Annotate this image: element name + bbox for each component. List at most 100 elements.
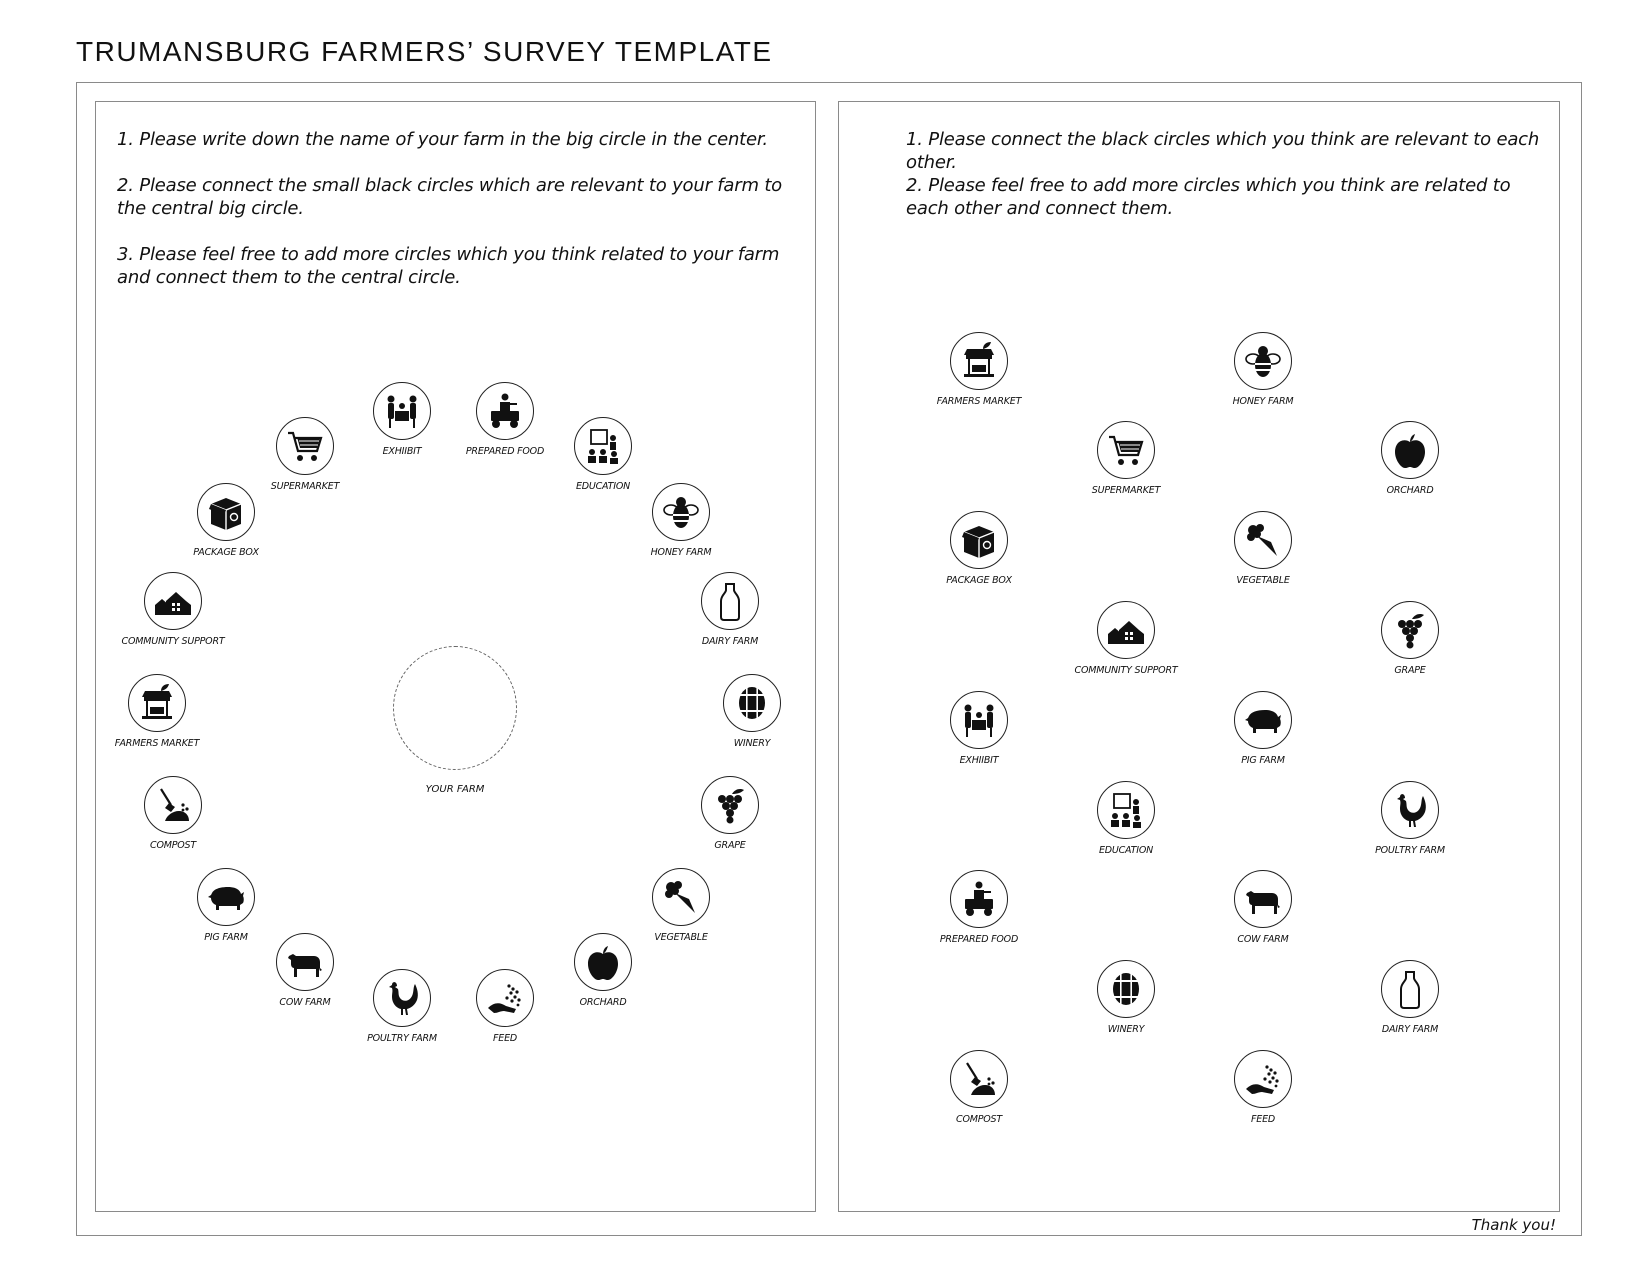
right-node-circle[interactable] xyxy=(1381,960,1439,1018)
cart-icon xyxy=(288,431,323,461)
right-node-circle[interactable] xyxy=(950,1050,1008,1108)
left-node[interactable]: COW FARM xyxy=(245,933,365,1008)
left-node[interactable]: PIG FARM xyxy=(166,868,286,943)
left-node-circle[interactable] xyxy=(373,382,431,440)
left-node[interactable]: GRAPE xyxy=(670,776,790,851)
left-node-label: SUPERMARKET xyxy=(270,481,340,492)
right-node[interactable]: POULTRY FARM xyxy=(1350,781,1470,856)
left-node-circle[interactable] xyxy=(476,969,534,1027)
left-node[interactable]: WINERY xyxy=(692,674,812,749)
bee-icon xyxy=(1245,346,1281,377)
right-node-circle[interactable] xyxy=(1234,511,1292,569)
left-node-circle[interactable] xyxy=(652,483,710,541)
left-node-circle[interactable] xyxy=(476,382,534,440)
apple-icon xyxy=(1395,434,1425,468)
right-node[interactable]: HONEY FARM xyxy=(1203,332,1323,407)
right-node-circle[interactable] xyxy=(1234,332,1292,390)
right-node[interactable]: FARMERS MARKET xyxy=(919,332,1039,407)
pig-icon xyxy=(1245,710,1281,733)
houses-icon xyxy=(1108,621,1144,644)
left-node[interactable]: EXHIIBIT xyxy=(342,382,462,457)
right-node-label: GRAPE xyxy=(1394,665,1426,676)
feed-icon xyxy=(1246,1065,1279,1094)
right-node-circle[interactable] xyxy=(1097,421,1155,479)
right-node[interactable]: PACKAGE BOX xyxy=(919,511,1039,586)
left-node-circle[interactable] xyxy=(144,776,202,834)
right-node[interactable]: EXHIIBIT xyxy=(919,691,1039,766)
right-node[interactable]: PREPARED FOOD xyxy=(919,870,1039,945)
pig-icon xyxy=(208,887,244,910)
left-node-circle[interactable] xyxy=(701,776,759,834)
right-node[interactable]: COMMUNITY SUPPORT xyxy=(1066,601,1186,676)
page-title: TRUMANSBURG FARMERS’ SURVEY TEMPLATE xyxy=(76,36,773,67)
left-node[interactable]: ORCHARD xyxy=(543,933,663,1008)
right-node[interactable]: GRAPE xyxy=(1350,601,1470,676)
left-node[interactable]: HONEY FARM xyxy=(621,483,741,558)
left-node-circle[interactable] xyxy=(574,417,632,475)
left-node[interactable]: POULTRY FARM xyxy=(342,969,462,1044)
right-node[interactable]: EDUCATION xyxy=(1066,781,1186,856)
left-node-circle[interactable] xyxy=(652,868,710,926)
milk-bottle-icon xyxy=(720,583,740,621)
right-node-circle[interactable] xyxy=(1234,691,1292,749)
right-node-circle[interactable] xyxy=(1381,421,1439,479)
outer-frame xyxy=(76,82,1582,1236)
left-node[interactable]: FARMERS MARKET xyxy=(97,674,217,749)
cow-icon xyxy=(1246,891,1280,914)
left-node-circle[interactable] xyxy=(197,483,255,541)
right-node-label: EXHIIBIT xyxy=(959,755,999,766)
left-node-label: EDUCATION xyxy=(575,481,631,492)
right-node[interactable]: COMPOST xyxy=(919,1050,1039,1125)
left-node-circle[interactable] xyxy=(276,933,334,991)
right-node-circle[interactable] xyxy=(950,511,1008,569)
right-node-circle[interactable] xyxy=(1097,960,1155,1018)
right-node-circle[interactable] xyxy=(1234,870,1292,928)
left-node[interactable]: PREPARED FOOD xyxy=(445,382,565,457)
left-node[interactable]: COMPOST xyxy=(113,776,233,851)
left-node-circle[interactable] xyxy=(701,572,759,630)
left-node-circle[interactable] xyxy=(373,969,431,1027)
right-node[interactable]: COW FARM xyxy=(1203,870,1323,945)
left-node[interactable]: FEED xyxy=(445,969,565,1044)
exhibit-icon xyxy=(387,395,417,428)
left-node[interactable]: SUPERMARKET xyxy=(245,417,365,492)
left-node-circle[interactable] xyxy=(128,674,186,732)
left-node-circle[interactable] xyxy=(723,674,781,732)
left-node-circle[interactable] xyxy=(574,933,632,991)
right-node[interactable]: VEGETABLE xyxy=(1203,511,1323,586)
vegetable-icon xyxy=(1247,524,1277,556)
right-node-circle[interactable] xyxy=(1381,601,1439,659)
left-node[interactable]: COMMUNITY SUPPORT xyxy=(113,572,233,647)
left-instruction-1: 1. Please write down the name of your fa… xyxy=(117,129,768,150)
right-node-circle[interactable] xyxy=(1097,601,1155,659)
right-instruction-1: 1. Please connect the black circles whic… xyxy=(906,129,1540,173)
left-node[interactable]: VEGETABLE xyxy=(621,868,741,943)
right-node[interactable]: PIG FARM xyxy=(1203,691,1323,766)
left-node[interactable]: DAIRY FARM xyxy=(670,572,790,647)
right-node[interactable]: WINERY xyxy=(1066,960,1186,1035)
left-node-circle[interactable] xyxy=(197,868,255,926)
right-node-circle[interactable] xyxy=(1097,781,1155,839)
exhibit-icon xyxy=(964,704,994,737)
left-node-circle[interactable] xyxy=(144,572,202,630)
right-node[interactable]: DAIRY FARM xyxy=(1350,960,1470,1035)
left-node-label: POULTRY FARM xyxy=(367,1033,437,1044)
left-node-circle[interactable] xyxy=(276,417,334,475)
left-node-label: ORCHARD xyxy=(579,997,627,1008)
right-node-label: COW FARM xyxy=(1237,934,1289,945)
right-node-circle[interactable] xyxy=(950,691,1008,749)
right-node[interactable]: ORCHARD xyxy=(1350,421,1470,496)
right-node-circle[interactable] xyxy=(950,870,1008,928)
your-farm-circle[interactable]: YOUR FARM xyxy=(393,646,517,795)
left-node[interactable]: PACKAGE BOX xyxy=(166,483,286,558)
apple-icon xyxy=(588,946,618,980)
right-node-circle[interactable] xyxy=(950,332,1008,390)
right-node-circle[interactable] xyxy=(1234,1050,1292,1108)
right-node[interactable]: SUPERMARKET xyxy=(1066,421,1186,496)
cow-icon xyxy=(288,954,322,977)
right-node[interactable]: FEED xyxy=(1203,1050,1323,1125)
your-farm-dashed-circle[interactable] xyxy=(393,646,517,770)
left-node[interactable]: EDUCATION xyxy=(543,417,663,492)
rooster-icon xyxy=(389,982,418,1015)
right-node-circle[interactable] xyxy=(1381,781,1439,839)
